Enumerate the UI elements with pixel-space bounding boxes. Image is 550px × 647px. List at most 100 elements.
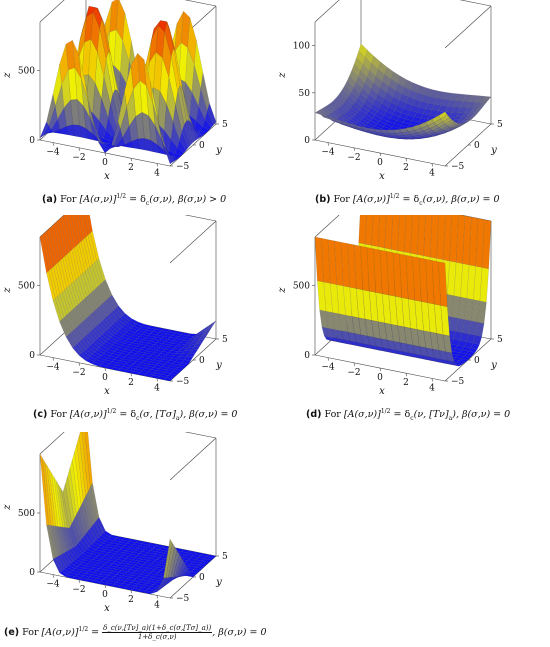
surface-patch [475,322,485,337]
surface-patch [430,215,439,259]
z-axis-label: z [2,287,13,294]
panel-e: −4 −2 0 2 4 x 5 0 −5 y 0 500 z [0,432,275,622]
panel-d: −4 −2 0 2 4 x 5 0 −5 y 0 500 z [275,215,550,405]
surface-patch [465,115,476,122]
x-tick-label: 2 [128,163,134,173]
back-edge [314,215,340,238]
surface-patch [397,215,407,253]
x-axis-label: x [379,386,385,397]
surface-patch [481,96,492,104]
surface-patch [199,560,210,565]
x-tick-label: 0 [377,158,383,168]
x-tick [353,362,355,366]
surface-patch [438,111,448,120]
y-tick-label: −5 [451,377,465,387]
surface-patch [438,261,448,307]
panel-c: −4 −2 0 2 4 x 5 0 −5 y 0 500 z [0,215,275,405]
x-tick-label: −4 [46,148,60,158]
x-tick [52,142,54,146]
y-tick-label: 5 [497,120,503,130]
y-tick-label: 0 [199,356,205,366]
back-edge [444,5,492,49]
z-tick-label: 100 [293,42,310,52]
z-tick-label: 0 [29,136,35,146]
y-axis-label: y [490,145,497,156]
y-axis-label: y [215,360,222,371]
back-edge [169,437,217,481]
surface-patch [176,364,187,369]
surface-patch [447,360,457,366]
x-tick-label: −4 [321,363,335,373]
surface-patch [475,105,485,112]
x-axis-label: x [104,171,110,182]
x-tick [78,579,80,583]
x-tick-label: 0 [102,158,108,168]
y-axis-label: y [215,577,222,588]
y-tick-label: −5 [176,377,190,387]
x-tick [327,357,329,361]
surface-patch [391,215,400,251]
z-axis-label: z [2,504,13,511]
x-tick [156,378,158,382]
surface-c [39,215,217,382]
y-tick-label: 0 [199,573,205,583]
x-tick-label: 4 [429,168,435,178]
y-tick-label: −5 [176,162,190,172]
x-tick-label: 0 [102,590,108,600]
y-axis-label: y [215,145,222,156]
surface-patch [188,571,198,576]
x-tick [130,158,132,162]
x-axis-label: x [104,603,110,614]
x-tick-label: 2 [403,378,409,388]
x-tick [379,152,381,157]
surface-patch [384,215,394,250]
x-tick-label: −2 [72,153,85,163]
surface-patch [443,215,453,262]
z-tick-label: 500 [18,67,35,77]
surface-patch [463,118,473,124]
y-tick-label: 0 [474,141,480,151]
z-tick-label: 500 [18,282,35,292]
x-tick [104,152,106,157]
caption-e-fraction: δ_c(ν,[Tν]_a)(1+δ_c(σ,[Tσ]_a)) 1+δ_c(σ,ν) [102,624,213,641]
surface-patch [358,215,367,245]
surface-patch [204,324,214,332]
x-tick [52,357,54,361]
surface-patch [202,118,212,131]
back-edge [184,432,217,439]
x-tick [78,362,80,366]
back-edge [39,0,65,23]
x-tick-label: −4 [46,580,60,590]
surface-a [39,0,217,165]
x-tick-label: −2 [72,585,85,595]
surface-patch [423,215,433,258]
surface-patch [190,345,201,351]
x-tick [327,142,329,146]
surface-patch [197,334,208,342]
panel-a: −4 −2 0 2 4 x 5 0 −5 y 0 500 z [0,0,275,190]
x-axis-label: x [104,386,110,397]
x-tick [156,595,158,599]
y-tick-label: 0 [474,356,480,366]
surface-patch [204,556,215,561]
x-tick-label: −2 [347,153,360,163]
back-edge [459,0,492,7]
x-tick [130,373,132,377]
z-tick-label: 50 [299,89,311,99]
surface-patch [477,102,487,109]
x-tick [104,367,106,372]
surface-patch [202,327,212,335]
z-axis-label: z [277,287,288,294]
back-edge [169,220,217,264]
surface-b [314,43,492,140]
surface-d [314,215,492,367]
y-tick-label: 5 [222,120,228,130]
surface-patch [479,99,489,106]
